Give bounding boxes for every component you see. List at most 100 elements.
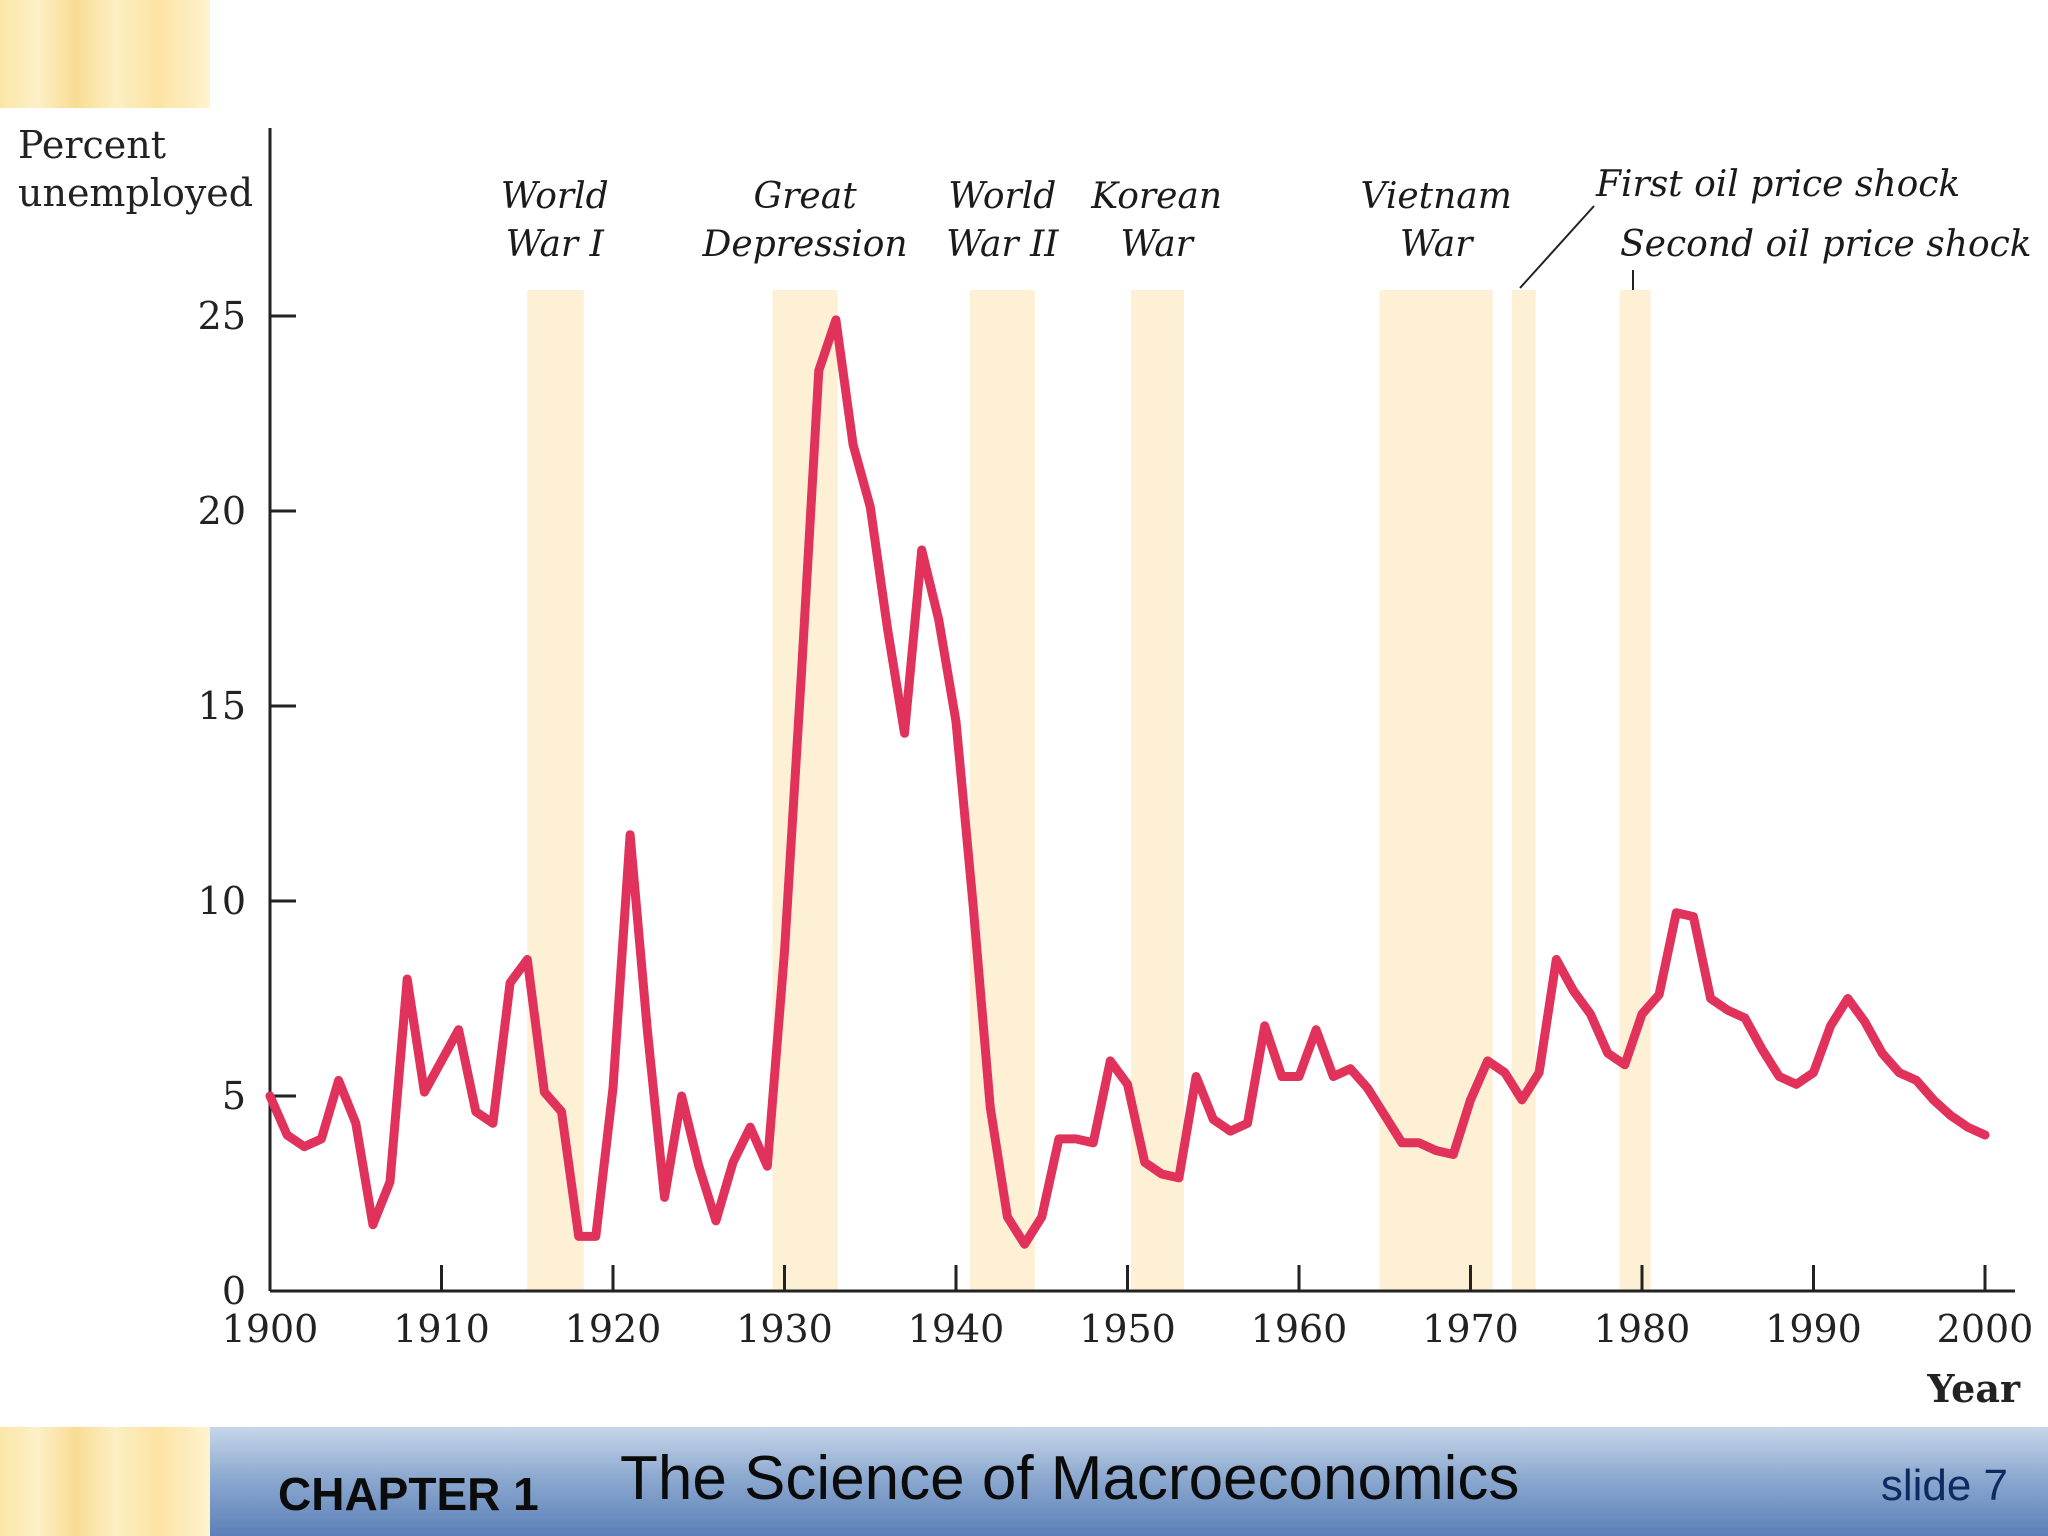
data-point <box>389 1181 391 1183</box>
data-point <box>1915 1079 1917 1081</box>
data-point <box>1830 1025 1832 1027</box>
x-tick-label: 1920 <box>565 1307 662 1351</box>
data-point <box>320 1138 322 1140</box>
slide-footer: CHAPTER 1 The Science of Macroeconomics … <box>0 1427 2048 1536</box>
data-point <box>1315 1029 1317 1031</box>
data-point <box>1710 998 1712 999</box>
event-label-line: World <box>501 176 609 217</box>
data-point <box>1109 1060 1111 1062</box>
unemployment-chart: World War I Great Depression World War II Kore… <box>18 123 2033 1411</box>
data-point <box>1195 1076 1197 1077</box>
data-point <box>1006 1216 1008 1218</box>
data-point <box>338 1079 340 1081</box>
x-tick-label: 1990 <box>1765 1307 1862 1351</box>
y-axis-label-line: Percent <box>18 123 166 167</box>
data-point <box>818 370 820 372</box>
x-tick-label: 1960 <box>1251 1307 1348 1351</box>
event-label: Great Depression <box>702 176 908 265</box>
y-tick-label: 15 <box>198 684 246 728</box>
event-label-line: Depression <box>702 224 908 265</box>
data-point <box>835 319 837 321</box>
x-tick-label: 1950 <box>1079 1307 1176 1351</box>
event-band <box>772 290 838 1291</box>
data-point <box>1504 1072 1506 1074</box>
data-point <box>1212 1118 1214 1120</box>
data-point <box>1161 1173 1163 1175</box>
event-label: Second oil price shock <box>1620 224 2032 265</box>
footer-bar: CHAPTER 1 The Science of Macroeconomics … <box>210 1427 2048 1536</box>
data-point <box>578 1235 580 1237</box>
data-point <box>681 1095 683 1097</box>
data-point <box>1744 1017 1746 1019</box>
data-point <box>1675 912 1677 914</box>
x-tick-label: 1910 <box>393 1307 490 1351</box>
data-point <box>1641 1013 1643 1015</box>
data-point <box>1607 1052 1609 1054</box>
data-point <box>612 1087 614 1089</box>
data-point <box>1572 990 1574 992</box>
data-point <box>492 1122 494 1124</box>
event-band <box>1511 290 1536 1291</box>
event-label-line: Korean <box>1090 176 1222 217</box>
event-label: World War I <box>501 176 609 265</box>
footer-decoration <box>0 1427 210 1536</box>
data-point <box>1229 1130 1231 1132</box>
data-point <box>801 670 803 672</box>
data-point <box>1881 1052 1883 1054</box>
data-point <box>1778 1076 1780 1077</box>
x-tick-label: 1970 <box>1422 1307 1519 1351</box>
data-point <box>1933 1099 1935 1101</box>
data-point <box>1092 1142 1094 1144</box>
event-label-line: War I <box>506 224 605 265</box>
data-point <box>1058 1138 1060 1140</box>
y-axis-label: Percent unemployed <box>18 123 253 215</box>
event-label-line: World <box>948 176 1056 217</box>
data-point <box>1298 1076 1300 1077</box>
data-point <box>1401 1142 1403 1144</box>
data-point <box>1281 1076 1283 1077</box>
data-point <box>1847 998 1849 999</box>
data-point <box>1898 1072 1900 1074</box>
data-point <box>423 1091 425 1093</box>
event-label: Korean War <box>1090 176 1222 265</box>
data-point <box>269 1095 271 1097</box>
data-point <box>1144 1161 1146 1163</box>
data-point <box>1658 994 1660 996</box>
y-tick-label: 20 <box>198 489 246 533</box>
event-band <box>969 290 1035 1291</box>
data-point <box>1761 1048 1763 1050</box>
event-label-line: War II <box>946 224 1059 265</box>
x-axis-label: Year <box>1926 1366 2021 1411</box>
data-point <box>852 444 854 446</box>
data-point <box>509 982 511 984</box>
event-label: Vietnam War <box>1360 176 1511 265</box>
event-label-line: First oil price shock <box>1595 164 1960 205</box>
data-point <box>1727 1009 1729 1011</box>
event-label-line: War <box>1400 224 1474 265</box>
chapter-label: CHAPTER 1 <box>278 1468 539 1520</box>
event-band <box>1379 290 1493 1291</box>
data-point <box>938 619 940 621</box>
corner-decoration <box>0 0 210 108</box>
slide-number: slide 7 <box>1880 1461 2008 1510</box>
data-point <box>1590 1013 1592 1015</box>
data-point <box>1692 916 1694 918</box>
event-label-line: Great <box>753 176 857 217</box>
event-label-line: Vietnam <box>1360 176 1511 217</box>
data-point <box>886 627 888 629</box>
y-axis-label-line: unemployed <box>18 171 253 215</box>
data-point <box>869 506 871 508</box>
event-label-line: War <box>1120 224 1194 265</box>
event-bands <box>527 290 1651 1291</box>
x-tick-label: 1980 <box>1594 1307 1691 1351</box>
data-point <box>1247 1122 1249 1124</box>
data-point <box>629 834 631 836</box>
data-point <box>1950 1115 1952 1116</box>
data-point <box>561 1111 563 1113</box>
data-point <box>749 1126 751 1128</box>
data-point <box>595 1235 597 1237</box>
y-tick-label: 0 <box>222 1269 246 1313</box>
y-tick-label: 25 <box>198 294 246 338</box>
event-label-line: Second oil price shock <box>1620 224 2032 265</box>
data-point <box>1864 1021 1866 1023</box>
